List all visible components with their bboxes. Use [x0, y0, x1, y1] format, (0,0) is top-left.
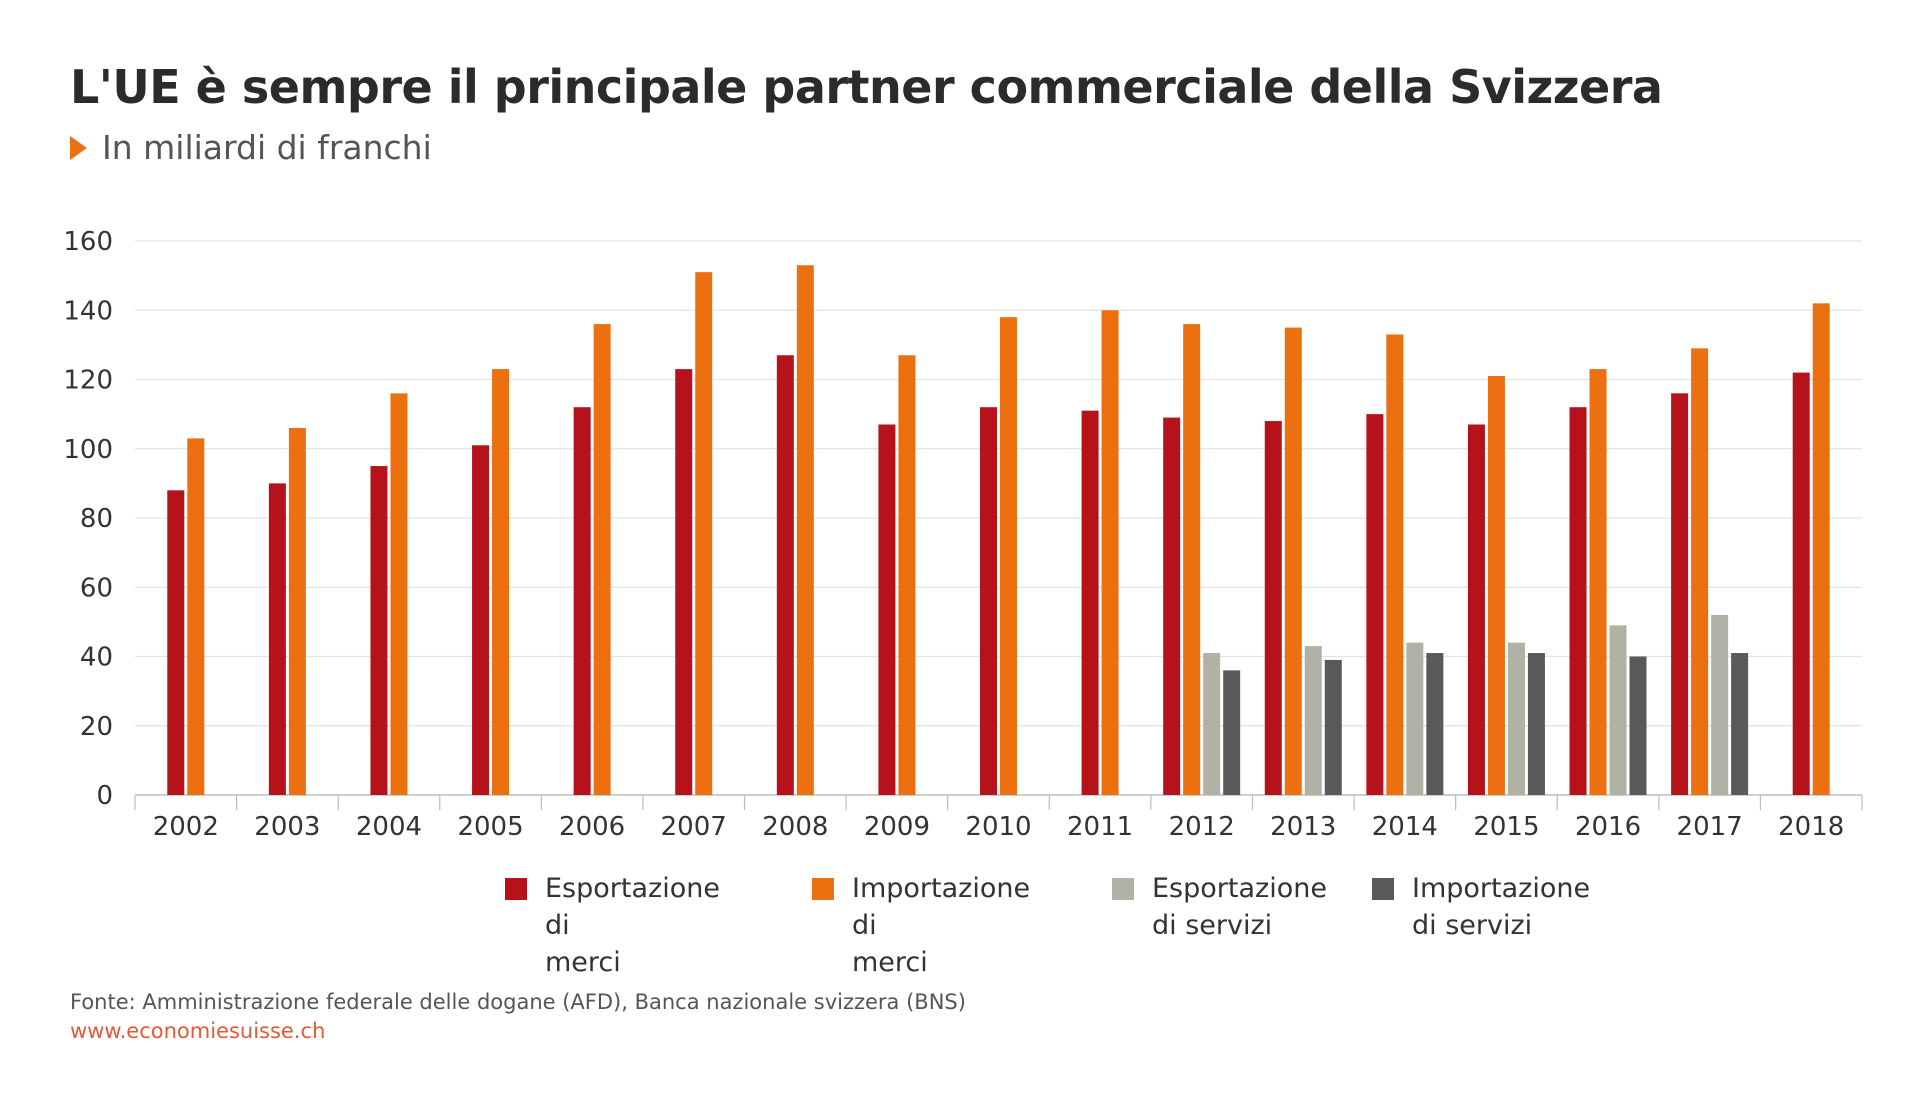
bar-importazione-di-merci-2014	[1386, 334, 1404, 795]
x-tick-label: 2004	[356, 812, 422, 842]
y-tick-label: 80	[80, 504, 113, 534]
x-tick-label: 2018	[1778, 812, 1844, 842]
triangle-bullet-icon	[70, 135, 87, 160]
x-tick-label: 2015	[1473, 812, 1539, 842]
bar-importazione-di-merci-2017	[1691, 348, 1709, 795]
bar-esportazione-di-merci-2003	[268, 483, 286, 795]
x-tick-label: 2012	[1169, 812, 1235, 842]
bar-importazione-di-servizi-2013	[1324, 659, 1342, 795]
x-tick-label: 2008	[762, 812, 828, 842]
bar-importazione-di-merci-2009	[898, 355, 916, 795]
y-tick-label: 0	[96, 781, 113, 811]
bar-importazione-di-merci-2003	[288, 427, 306, 795]
x-tick-label: 2003	[254, 812, 320, 842]
bar-esportazione-di-merci-2010	[980, 407, 997, 795]
legend-item-import-goods: Importazione di merci	[812, 870, 1030, 981]
bar-esportazione-di-merci-2011	[1081, 410, 1099, 795]
y-tick-label: 40	[80, 643, 113, 673]
y-tick-label: 20	[80, 712, 113, 742]
bar-importazione-di-merci-2013	[1284, 327, 1302, 795]
x-tick-label: 2014	[1372, 812, 1438, 842]
bar-importazione-di-merci-2011	[1101, 310, 1119, 795]
bar-importazione-di-servizi-2014	[1426, 653, 1444, 795]
bar-importazione-di-merci-2002	[187, 438, 205, 795]
bar-importazione-di-merci-2015	[1487, 376, 1505, 795]
legend-item-export-services: Esportazione di servizi	[1112, 870, 1327, 944]
bar-importazione-di-merci-2016	[1589, 369, 1607, 795]
bar-esportazione-di-merci-2016	[1569, 407, 1587, 795]
bar-esportazione-di-merci-2012	[1163, 417, 1181, 795]
legend-label-export-goods: Esportazione di merci	[545, 873, 720, 978]
x-tick-label: 2013	[1270, 812, 1336, 842]
x-tick-label: 2010	[965, 812, 1031, 842]
bar-importazione-di-merci-2010	[1000, 317, 1017, 795]
x-tick-label: 2002	[153, 812, 219, 842]
x-tick-label: 2016	[1575, 812, 1641, 842]
bar-importazione-di-merci-2012	[1183, 324, 1201, 795]
bar-esportazione-di-merci-2014	[1366, 414, 1384, 795]
x-tick-label: 2006	[559, 812, 625, 842]
bar-importazione-di-merci-2005	[492, 369, 510, 795]
source-note: Fonte: Amministrazione federale delle do…	[70, 990, 966, 1014]
legend-item-export-goods: Esportazione di merci	[505, 870, 720, 981]
y-tick-label: 100	[63, 435, 113, 465]
bar-esportazione-di-merci-2004	[370, 466, 388, 795]
bar-importazione-di-merci-2018	[1812, 303, 1830, 795]
bar-esportazione-di-merci-2007	[675, 369, 693, 795]
y-tick-label: 140	[63, 296, 113, 326]
bar-importazione-di-merci-2008	[796, 265, 814, 795]
bar-esportazione-di-servizi-2012	[1203, 653, 1221, 795]
bar-importazione-di-servizi-2012	[1223, 670, 1241, 795]
bar-importazione-di-merci-2004	[390, 393, 408, 795]
legend-item-import-services: Importazione di servizi	[1372, 870, 1590, 944]
legend-swatch-import-goods	[812, 878, 834, 900]
x-tick-label: 2007	[661, 812, 727, 842]
x-tick-label: 2017	[1677, 812, 1743, 842]
x-tick-label: 2009	[864, 812, 930, 842]
chart-title: L'UE è sempre il principale partner comm…	[70, 60, 1663, 114]
legend-label-import-goods: Importazione di merci	[852, 873, 1031, 978]
bar-esportazione-di-servizi-2014	[1406, 642, 1424, 795]
bar-esportazione-di-merci-2013	[1264, 421, 1282, 795]
legend-label-export-services: Esportazione di servizi	[1152, 873, 1327, 941]
y-tick-label: 60	[80, 573, 113, 603]
bar-importazione-di-merci-2007	[695, 272, 713, 796]
bar-importazione-di-servizi-2015	[1527, 653, 1545, 795]
legend-swatch-export-goods	[505, 878, 527, 900]
bar-esportazione-di-merci-2006	[573, 407, 591, 795]
bar-importazione-di-servizi-2017	[1731, 653, 1749, 795]
bar-esportazione-di-merci-2018	[1792, 372, 1810, 795]
bar-esportazione-di-merci-2005	[472, 445, 490, 795]
bar-chart: 0 20 40 60 80 100 120 140 160 2002 2003 2004 2005 200…	[63, 227, 1863, 842]
bar-esportazione-di-merci-2009	[878, 424, 896, 795]
chart-subtitle: In miliardi di franchi	[70, 128, 432, 167]
x-tick-label: 2011	[1067, 812, 1133, 842]
subtitle-text: In miliardi di franchi	[102, 128, 432, 167]
x-tick-label: 2005	[457, 812, 523, 842]
bar-esportazione-di-servizi-2016	[1609, 625, 1627, 795]
bar-esportazione-di-servizi-2017	[1711, 614, 1729, 795]
y-tick-label: 160	[63, 227, 113, 257]
y-tick-label: 120	[63, 366, 113, 396]
legend-swatch-export-services	[1112, 878, 1134, 900]
bar-esportazione-di-servizi-2015	[1507, 642, 1525, 795]
bar-esportazione-di-servizi-2013	[1304, 646, 1322, 795]
bar-esportazione-di-merci-2008	[776, 355, 794, 795]
bar-esportazione-di-merci-2015	[1467, 424, 1485, 795]
legend-swatch-import-services	[1372, 878, 1394, 900]
bar-importazione-di-servizi-2016	[1629, 656, 1647, 795]
source-url: www.economiesuisse.ch	[70, 1019, 326, 1043]
bar-importazione-di-merci-2006	[593, 324, 611, 795]
legend-label-import-services: Importazione di servizi	[1412, 873, 1591, 941]
bar-esportazione-di-merci-2017	[1671, 393, 1689, 795]
bar-esportazione-di-merci-2002	[167, 490, 185, 795]
